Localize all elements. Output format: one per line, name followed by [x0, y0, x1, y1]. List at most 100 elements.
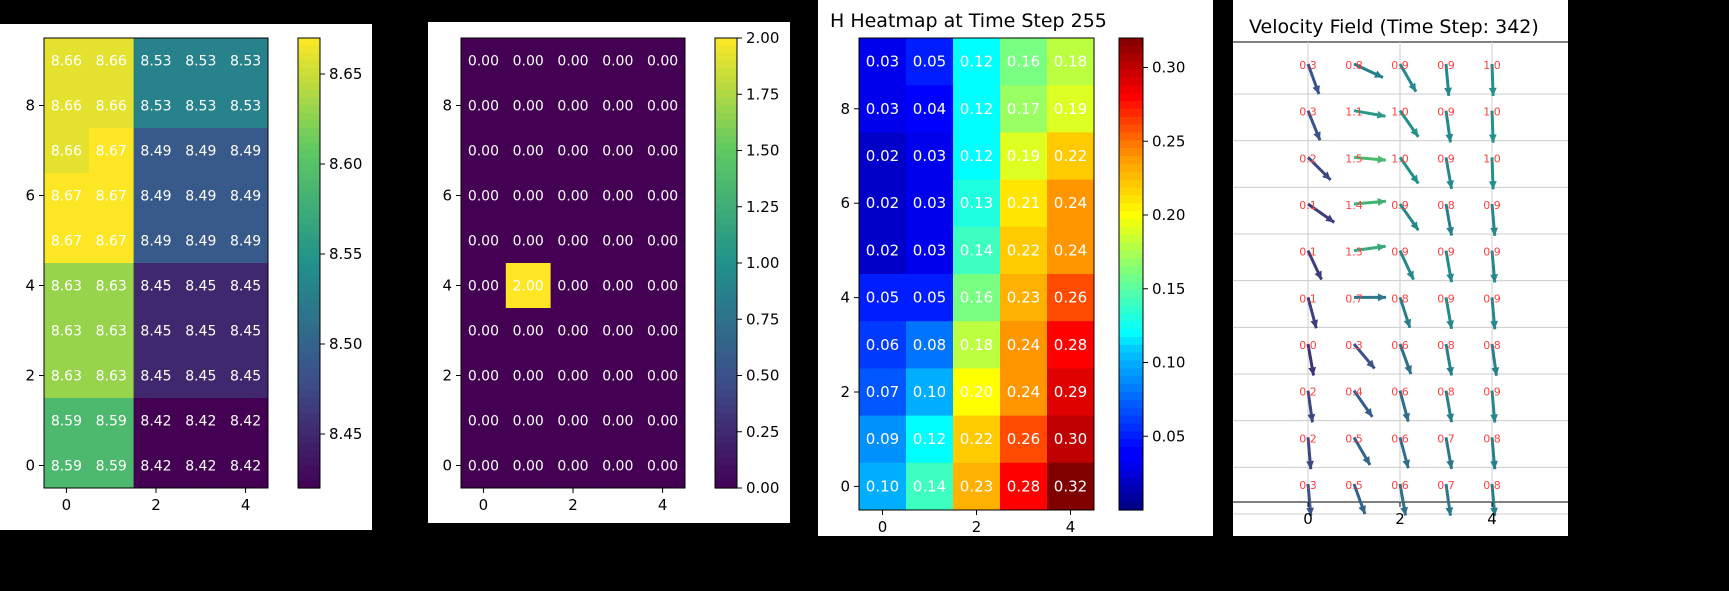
colorbar-segment — [1119, 384, 1143, 393]
colorbar-segment — [1119, 305, 1143, 314]
colorbar-segment — [715, 135, 737, 144]
velocity-magnitude-label: 0.3 — [1345, 339, 1363, 352]
colorbar-segment — [715, 218, 737, 227]
velocity-arrowhead — [1312, 85, 1320, 95]
y-tick-label: 2 — [25, 367, 35, 385]
velocity-magnitude-label: 0.4 — [1345, 386, 1363, 399]
cell-value-label: 0.00 — [602, 369, 633, 385]
y-tick-label: 6 — [25, 187, 35, 205]
velocity-arrowhead — [1322, 171, 1331, 180]
colorbar-tick-label: 0.50 — [746, 367, 779, 385]
velocity-arrowhead — [1313, 131, 1321, 141]
heatmap-cell — [953, 85, 1001, 133]
heatmap-cell — [223, 128, 269, 174]
velocity-arrowhead — [1325, 214, 1335, 223]
colorbar-segment — [1119, 415, 1143, 425]
velocity-arrowhead — [1364, 407, 1373, 417]
heatmap-cell — [953, 179, 1001, 228]
velocity-arrowhead — [1306, 507, 1314, 516]
heatmap-cell — [1047, 226, 1095, 275]
heatmap-cell — [1000, 368, 1048, 417]
velocity-magnitude-label: 0.3 — [1299, 59, 1317, 72]
heatmap-cell — [640, 38, 686, 84]
y-tick-label: 4 — [840, 289, 850, 307]
cell-value-label: 8.53 — [230, 54, 261, 70]
colorbar-segment — [715, 383, 737, 392]
velocity-magnitude-label: 0.9 — [1483, 292, 1501, 305]
heatmap-cell — [44, 443, 90, 489]
y-tick-label: 2 — [442, 367, 452, 385]
velocity-arrowhead — [1446, 413, 1455, 423]
heatmap-cell — [461, 308, 507, 354]
cell-value-label: 0.19 — [1054, 100, 1087, 118]
cell-value-label: 0.12 — [913, 430, 946, 448]
cell-value-label: 0.00 — [557, 324, 588, 340]
colorbar-segment — [298, 375, 320, 384]
colorbar-segment — [298, 428, 320, 437]
velocity-arrowhead — [1410, 127, 1419, 137]
colorbar-segment — [715, 360, 737, 369]
colorbar-segment — [298, 83, 320, 92]
cell-value-label: 2.00 — [513, 279, 544, 295]
x-tick-label: 0 — [1303, 510, 1313, 528]
heatmap-cell — [906, 368, 954, 417]
cell-value-label: 8.49 — [140, 189, 171, 205]
heatmap-cell — [505, 443, 552, 489]
velocity-arrowhead — [1490, 507, 1498, 516]
heatmap-cell — [88, 308, 135, 354]
heatmap-cell — [595, 353, 641, 399]
heatmap-cell — [133, 218, 179, 264]
velocity-magnitude-label: 1.0 — [1483, 106, 1501, 119]
velocity-magnitude-label: 0.8 — [1437, 339, 1455, 352]
cell-value-label: 8.45 — [230, 369, 261, 385]
heatmap-cell — [550, 38, 596, 84]
velocity-arrowhead — [1488, 87, 1497, 96]
velocity-arrowhead — [1488, 134, 1497, 143]
chart-title: Velocity Field (Time Step: 342) — [1249, 16, 1539, 38]
heatmap-cell — [178, 173, 224, 219]
colorbar-segment — [715, 278, 737, 287]
velocity-arrowhead — [1366, 359, 1375, 369]
heatmap-cell — [44, 83, 90, 129]
colorbar-segment — [298, 105, 320, 114]
colorbar-segment — [298, 390, 320, 399]
colorbar-segment — [715, 428, 737, 437]
velocity-magnitude-label: 0.6 — [1391, 432, 1409, 445]
quiver-chart-4: Velocity Field (Time Step: 342) 0.3 0.8 0.9… — [1233, 16, 1568, 528]
heatmap-cell — [223, 263, 269, 309]
heatmap-cell — [178, 308, 224, 354]
cell-value-label: 0.02 — [866, 147, 899, 165]
colorbar-segment — [298, 218, 320, 227]
velocity-magnitude-label: 0.9 — [1437, 106, 1455, 119]
colorbar-segment — [1119, 407, 1143, 417]
colorbar-segment — [1119, 313, 1143, 322]
cell-value-label: 8.63 — [51, 324, 82, 340]
heatmap-cell — [595, 38, 641, 84]
colorbar-segment — [715, 353, 737, 362]
heatmap-cell — [505, 218, 552, 264]
colorbar-segment — [715, 75, 737, 84]
velocity-arrowhead — [1377, 198, 1386, 206]
heatmap-cell — [461, 398, 507, 444]
colorbar-segment — [715, 68, 737, 77]
colorbar-segment — [715, 165, 737, 174]
colorbar-segment — [298, 398, 320, 407]
cell-value-label: 0.00 — [602, 414, 633, 430]
colorbar-segment — [298, 158, 320, 167]
colorbar-segment — [1119, 258, 1143, 267]
velocity-magnitude-label: 0.8 — [1483, 479, 1501, 492]
cell-value-label: 8.45 — [185, 324, 216, 340]
cell-value-label: 0.05 — [913, 53, 946, 71]
cell-value-label: 8.59 — [51, 414, 82, 430]
heatmap-cell — [88, 128, 135, 174]
colorbar-segment — [298, 473, 320, 482]
velocity-arrowhead — [1445, 507, 1454, 516]
colorbar-segment — [298, 480, 320, 489]
heatmap-cell — [505, 353, 552, 399]
cell-value-label: 0.07 — [866, 383, 899, 401]
heatmap-chart-2: 0.00 0.00 0.00 0.00 0.00 0.00 0.00 0.00 0.00 0.00… — [442, 29, 779, 514]
heatmap-cell — [461, 218, 507, 264]
colorbar-tick-label: 8.60 — [329, 155, 362, 173]
heatmap-cell — [461, 128, 507, 174]
cell-value-label: 8.49 — [185, 144, 216, 160]
